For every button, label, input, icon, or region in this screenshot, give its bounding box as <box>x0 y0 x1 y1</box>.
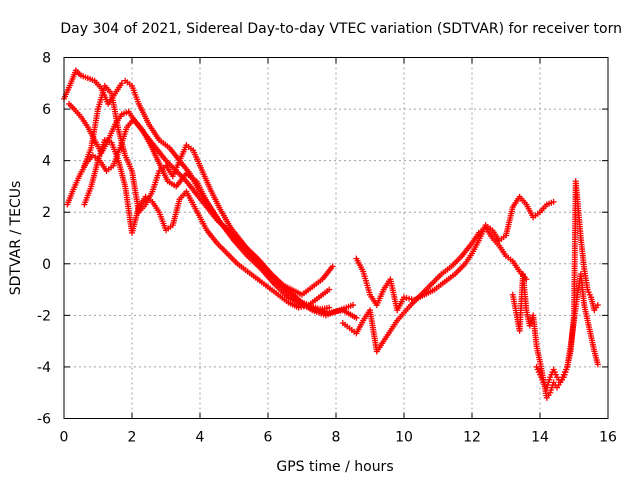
x-axis-label: GPS time / hours <box>276 459 393 475</box>
data-point <box>350 302 356 309</box>
data-point <box>326 304 333 311</box>
y-axis-label: SDTVAR / TECUs <box>8 181 24 296</box>
x-tick-label: 10 <box>395 430 413 446</box>
x-tick-label: 8 <box>332 430 341 446</box>
data-point <box>550 198 557 205</box>
data-point <box>118 80 125 87</box>
grid <box>64 57 608 419</box>
data-point <box>594 302 601 309</box>
x-tick-label: 16 <box>599 430 617 446</box>
y-tick-label: 2 <box>42 205 51 221</box>
chart-title: Day 304 of 2021, Sidereal Day-to-day VTE… <box>60 21 622 37</box>
x-tick-label: 12 <box>463 430 481 446</box>
data-point <box>326 286 333 293</box>
y-tick-label: 6 <box>42 102 51 118</box>
data-points <box>61 67 601 401</box>
data-point <box>353 314 360 321</box>
x-tick-label: 2 <box>128 430 137 446</box>
y-tick-label: 8 <box>42 51 51 67</box>
y-tick-label: -2 <box>37 308 51 324</box>
x-tick-label: 4 <box>196 430 205 446</box>
axis-ticks: 0 2 4 6 8 10 12 14 16 -6 -4 -2 0 2 4 6 8 <box>37 51 617 446</box>
data-point <box>594 361 601 368</box>
y-tick-label: -6 <box>37 412 51 428</box>
x-tick-label: 6 <box>264 430 273 446</box>
y-tick-label: 0 <box>42 257 51 273</box>
x-tick-label: 14 <box>531 430 549 446</box>
y-tick-label: 4 <box>42 154 51 170</box>
y-tick-label: -4 <box>37 360 51 376</box>
x-tick-label: 0 <box>60 430 69 446</box>
data-point <box>329 263 336 270</box>
